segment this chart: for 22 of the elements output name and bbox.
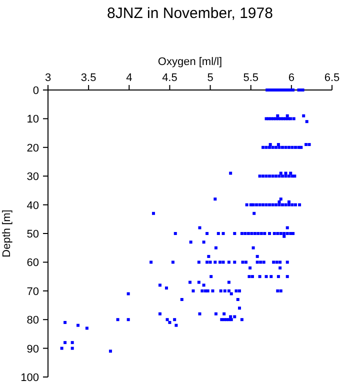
y-tick-label: 90 xyxy=(26,343,39,356)
y-tick-label: 10 xyxy=(26,114,39,126)
y-tick-label: 0 xyxy=(32,85,39,97)
y-tick-label: 80 xyxy=(26,314,39,327)
x-tick-label: 3 xyxy=(44,72,52,84)
x-tick-label: 4.5 xyxy=(162,72,178,84)
chart-title: 8JNZ in November, 1978 xyxy=(107,5,273,22)
x-tick-label: 6 xyxy=(288,72,294,84)
y-axis-title: Depth [m] xyxy=(1,210,13,258)
x-tick-label: 5.5 xyxy=(243,72,259,84)
x-tick-label: 6.5 xyxy=(324,72,340,84)
x-tick-label: 3.5 xyxy=(80,72,96,84)
y-tick-label: 60 xyxy=(26,257,39,270)
x-tick-label: 4 xyxy=(126,72,132,84)
y-tick-label: 20 xyxy=(26,142,39,154)
y-tick-label: 30 xyxy=(26,171,39,184)
x-axis-title: Oxygen [ml/l] xyxy=(158,56,222,68)
y-tick-label: 50 xyxy=(26,228,39,240)
y-tick-label: 40 xyxy=(26,200,39,212)
x-tick-label: 5 xyxy=(207,72,214,84)
y-tick-label: 100 xyxy=(20,372,39,384)
y-tick-label: 70 xyxy=(26,286,39,298)
